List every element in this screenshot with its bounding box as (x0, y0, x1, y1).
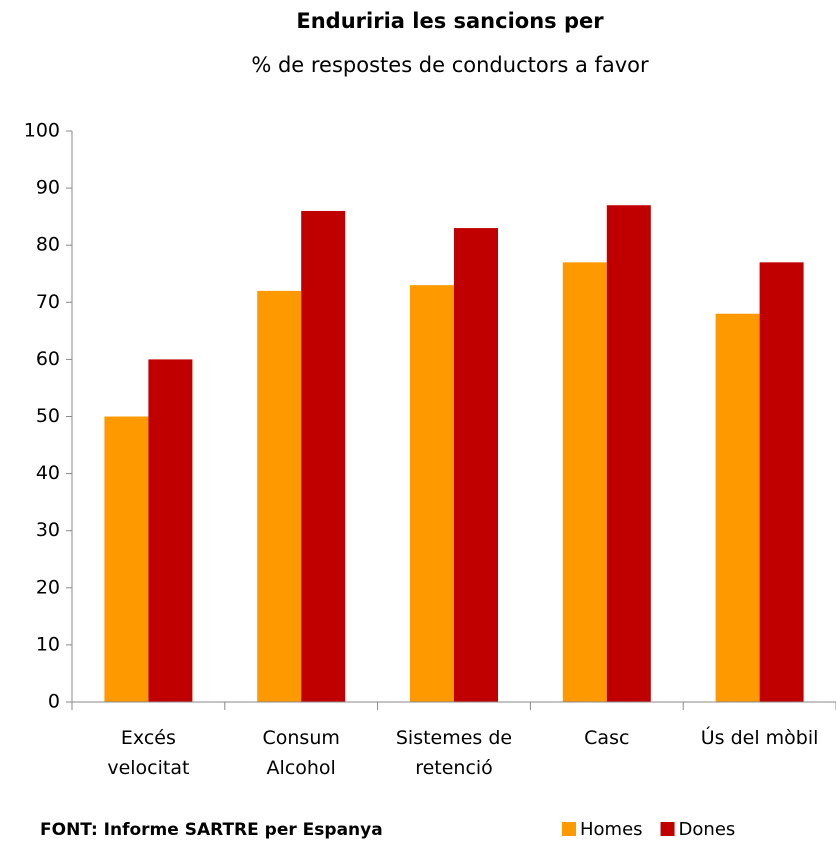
x-tick-label: Excés velocitat (107, 727, 189, 779)
legend-swatch (562, 822, 576, 836)
chart-title: Enduriria les sancions per (296, 9, 604, 33)
bar (410, 285, 454, 702)
legend-label: Dones (679, 819, 736, 840)
bar (148, 359, 193, 702)
bar (454, 228, 498, 702)
y-tick-label: 20 (36, 576, 60, 598)
x-tick-label: Sistemes de retenció (396, 727, 512, 779)
y-tick-label: 40 (36, 462, 60, 484)
y-tick-label: 90 (36, 177, 60, 199)
y-tick-label: 50 (36, 405, 60, 427)
bar (759, 262, 804, 702)
y-tick-label: 30 (36, 519, 60, 541)
bar (715, 313, 760, 702)
x-tick-label: Casc (584, 727, 629, 749)
y-tick-label: 10 (36, 633, 60, 655)
bar (562, 262, 607, 702)
y-tick-label: 80 (36, 234, 60, 256)
x-tick-label: Ús del mòbil (701, 725, 819, 749)
bar (104, 416, 149, 702)
bar (301, 210, 346, 702)
bar (606, 205, 651, 703)
y-tick-label: 0 (48, 691, 60, 713)
bar (257, 290, 302, 702)
source-note: FONT: Informe SARTRE per Espanya (40, 820, 383, 840)
legend-label: Homes (580, 819, 643, 840)
y-tick-label: 100 (24, 120, 60, 142)
y-tick-label: 60 (36, 348, 60, 370)
legend-swatch (660, 822, 675, 836)
x-tick-label: Consum Alcohol (263, 727, 340, 779)
chart-subtitle: % de respostes de conductors a favor (251, 53, 649, 77)
y-tick-label: 70 (36, 291, 60, 313)
